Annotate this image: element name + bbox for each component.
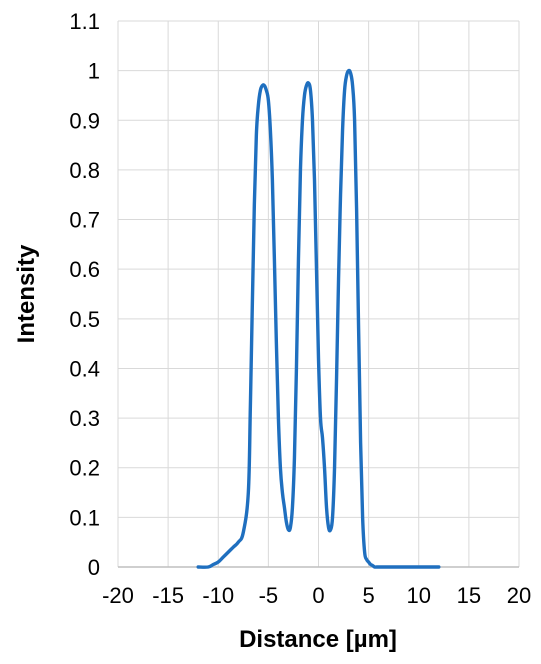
- y-tick-label-4: 0.4: [69, 356, 100, 381]
- y-tick-label-2: 0.2: [69, 456, 100, 481]
- intensity-series-line-0: [196, 68, 441, 569]
- y-tick-label-7: 0.7: [69, 208, 100, 233]
- y-tick-label-3: 0.3: [69, 406, 100, 431]
- y-tick-label-11: 1.1: [69, 9, 100, 34]
- y-tick-label-0: 0: [88, 555, 100, 580]
- x-tick-label-4: 0: [312, 583, 324, 608]
- x-tick-label-7: 15: [457, 583, 481, 608]
- y-tick-label-9: 0.9: [69, 108, 100, 133]
- x-tick-label-6: 10: [407, 583, 431, 608]
- series-layer: [196, 68, 441, 569]
- x-tick-label-5: 5: [363, 583, 375, 608]
- y-axis-title: Intensity: [13, 244, 40, 343]
- tick-layer: -20 -15 -10 -5 0 5 10 15 20 0 0.1 0.2 0.3 0.4 0.5 0.6 0.…: [69, 9, 531, 608]
- x-axis-title: Distance [µm]: [239, 626, 397, 653]
- x-tick-label-3: -5: [259, 583, 279, 608]
- y-tick-label-8: 0.8: [69, 158, 100, 183]
- x-tick-label-8: 20: [507, 583, 531, 608]
- y-tick-label-1: 0.1: [69, 505, 100, 530]
- y-tick-label-6: 0.6: [69, 257, 100, 282]
- y-tick-label-5: 0.5: [69, 307, 100, 332]
- y-tick-label-10: 1: [88, 59, 100, 84]
- x-tick-label-1: -15: [152, 583, 184, 608]
- x-tick-label-2: -10: [202, 583, 234, 608]
- x-tick-label-0: -20: [102, 583, 134, 608]
